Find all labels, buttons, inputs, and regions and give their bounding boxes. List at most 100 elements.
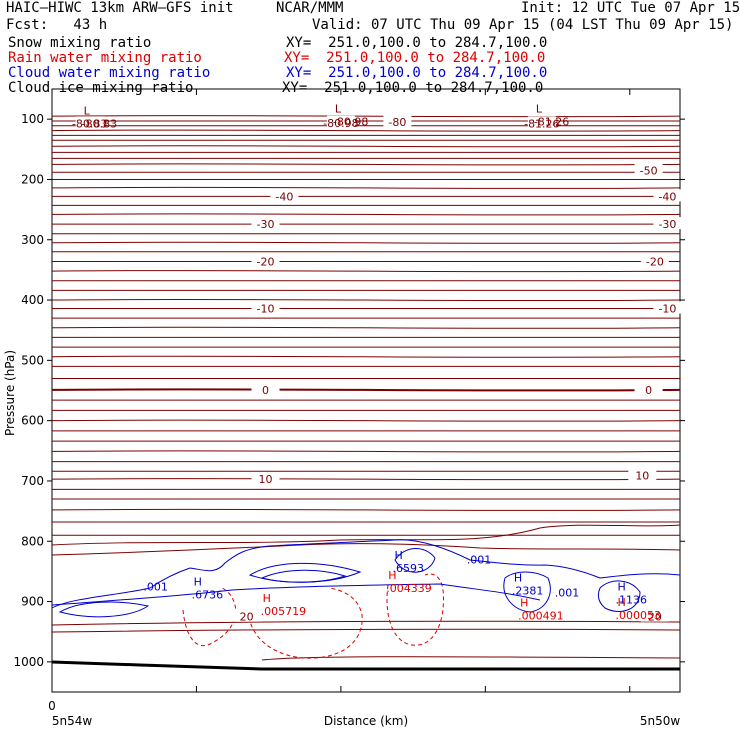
y-tick-label: 900 [21, 595, 44, 609]
isotherm-line [51, 355, 681, 358]
temp-label-bg [270, 189, 299, 202]
org-label: NCAR/MMM [276, 0, 344, 16]
temperature-label: -30 [658, 218, 676, 231]
extremum-value: .2381 [512, 584, 544, 597]
legend-snow-name: Snow mixing ratio [8, 35, 152, 51]
cloud-contour-outer [51, 539, 681, 609]
isotherm-line [51, 163, 681, 166]
temperature-contours [51, 115, 681, 661]
temperature-label: -10 [658, 302, 676, 315]
extremum-symbol: H [395, 549, 403, 562]
isotherm-line [51, 450, 681, 453]
y-tick-label: 500 [21, 353, 44, 367]
y-tick-label: 100 [21, 112, 44, 126]
temp-label-bg [75, 116, 104, 129]
extremum-value: .6593 [393, 562, 425, 575]
extremum-value: .6736 [192, 588, 224, 601]
temp-label-bg [527, 116, 556, 129]
isotherm-line [51, 419, 681, 422]
y-tick-label: 300 [21, 233, 44, 247]
y-tick-label: 200 [21, 172, 44, 186]
forecast-hour: Fcst: 43 h [6, 17, 108, 33]
temp-label-bg [653, 301, 682, 314]
ground-line [51, 660, 680, 671]
cloud-contour-right-blob [503, 571, 551, 613]
temperature-label: -40 [658, 190, 676, 203]
temp-label-bg [232, 609, 261, 622]
cloud-water-label: .001 [467, 553, 492, 566]
rain-contour-mid [247, 587, 363, 659]
y-tick-label: 400 [21, 293, 44, 307]
cloud-water-label: .001 [555, 587, 580, 600]
isotherm-line-low [51, 543, 681, 556]
init-time: Init: 12 UTC Tue 07 Apr 15 [521, 0, 740, 16]
cloud-contour-core-left [58, 601, 150, 618]
isotherm-line-low [51, 628, 681, 633]
isotherm-line-low [261, 656, 681, 661]
legend-rain-name: Rain water mixing ratio [8, 50, 202, 66]
extremum-symbol: H [388, 569, 396, 582]
temperature-label: 20 [240, 611, 254, 624]
cloud-contour-core-right [394, 548, 436, 573]
legend-snow-xy: XY= 251.0,100.0 to 284.7,100.0 [286, 35, 548, 51]
cloud-water-label: .001 [143, 580, 168, 593]
temperature-label: -10 [257, 302, 275, 315]
isotherm-line [51, 326, 681, 329]
extremum-symbol: H [617, 580, 625, 593]
temp-label-bg [634, 163, 663, 176]
temperature-label: -30 [257, 218, 275, 231]
temp-label-bg [251, 301, 280, 314]
isotherm-line [51, 478, 681, 481]
contour-labels: -80.83 -80.98 -80 -81.26-50-40 -40-30 -30-20-… [72, 103, 682, 624]
isotherm-line [51, 298, 681, 302]
extremum-symbol: H [263, 592, 271, 605]
extremum-value: .000053 [615, 609, 661, 622]
legend-cloud-ice-xy: XY= 251.0,100.0 to 284.7,100.0 [282, 80, 544, 96]
extremum-value: -80.83 [82, 118, 117, 131]
temp-label-bg [653, 217, 682, 230]
extremum-value: .004339 [386, 582, 432, 595]
cloud-water-contours [51, 539, 681, 618]
isotherm-line [51, 508, 681, 511]
extremum-value: .005719 [261, 605, 307, 618]
temp-label-bg [251, 217, 280, 230]
extremum-symbol: H [514, 571, 522, 584]
isotherm-line [51, 270, 681, 273]
cloud-contour-lower [51, 583, 541, 606]
y-tick-label: 800 [21, 534, 44, 548]
temperature-label: -80.83 [72, 117, 107, 130]
extremum-symbol: L [536, 103, 543, 116]
temp-label-bg [628, 468, 657, 481]
extremum-value: -81.26 [534, 116, 569, 129]
extremum-symbol: H [617, 596, 625, 609]
isotherm-line [51, 213, 681, 216]
extremum-symbol: L [335, 103, 342, 116]
temperature-label: -20 [257, 255, 275, 268]
temperature-label: 10 [635, 470, 649, 483]
isotherm-line [51, 186, 681, 189]
isotherm-line [51, 388, 681, 392]
temperature-label: 0 [262, 384, 269, 397]
extremum-symbol: L [84, 105, 91, 118]
temp-label-bg [383, 115, 412, 128]
x-axis-label: Distance (km) [324, 714, 408, 728]
legend-cloud-water-name: Cloud water mixing ratio [8, 65, 211, 81]
temperature-label: -40 [275, 190, 293, 203]
temp-label-bg [251, 254, 280, 267]
extremum-symbol: H [194, 575, 202, 588]
y-axis-label: Pressure (hPa) [3, 350, 17, 436]
temperature-label: -50 [640, 164, 658, 177]
temperature-label: -80 [388, 116, 406, 129]
x-left-label: 5n54w [52, 714, 93, 728]
temperature-label: 20 [648, 611, 662, 624]
temp-label-bg [251, 472, 280, 485]
legend-cloud-ice-name: Cloud ice mixing ratio [8, 80, 194, 96]
rain-contours [182, 573, 444, 659]
isotherm-line [51, 241, 681, 244]
isotherm-line [51, 115, 681, 118]
temperature-label: -81.26 [524, 117, 559, 130]
cloud-contour-far-right [597, 580, 641, 612]
y-tick-label: 700 [21, 474, 44, 488]
isotherm-line [51, 129, 681, 132]
